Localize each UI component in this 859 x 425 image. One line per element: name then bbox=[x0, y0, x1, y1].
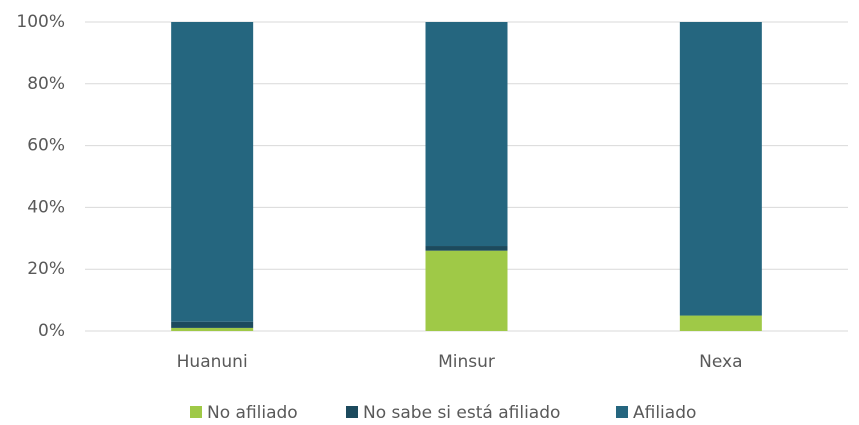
bar-segment bbox=[425, 250, 508, 331]
legend-label: Afiliado bbox=[633, 403, 696, 423]
bar-segment bbox=[171, 321, 254, 328]
y-tick-label: 100% bbox=[16, 12, 65, 32]
y-tick-label: 60% bbox=[27, 136, 65, 156]
bar-segment bbox=[425, 246, 508, 251]
bar-segment bbox=[171, 327, 254, 331]
legend-swatch bbox=[190, 406, 202, 418]
y-tick-label: 40% bbox=[27, 197, 65, 217]
bar-segment bbox=[171, 22, 254, 322]
y-tick-label: 0% bbox=[38, 321, 65, 341]
bar-segment bbox=[679, 22, 762, 316]
bar-segment bbox=[425, 22, 508, 247]
x-tick-label: Huanuni bbox=[177, 352, 248, 372]
y-tick-label: 20% bbox=[27, 259, 65, 279]
bar-segment bbox=[679, 315, 762, 331]
legend-label: No sabe si está afiliado bbox=[363, 403, 560, 423]
legend-swatch bbox=[346, 406, 358, 418]
x-tick-label: Nexa bbox=[699, 352, 742, 372]
y-tick-label: 80% bbox=[27, 74, 65, 94]
legend-swatch bbox=[616, 406, 628, 418]
legend-label: No afiliado bbox=[207, 403, 298, 423]
x-tick-label: Minsur bbox=[438, 352, 495, 372]
